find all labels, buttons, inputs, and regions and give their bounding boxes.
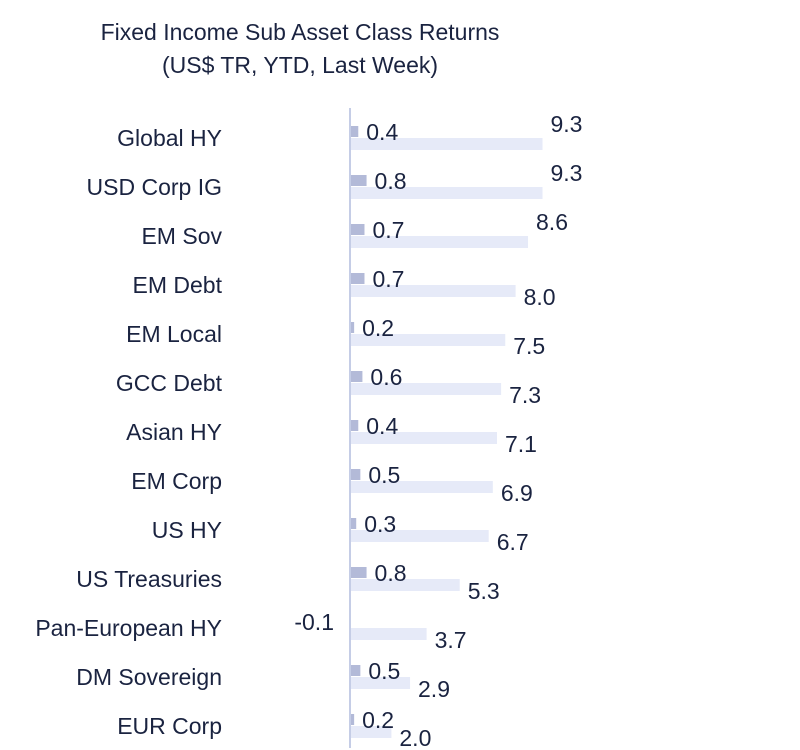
bar-ytd [350, 530, 489, 542]
bar-ytd [350, 677, 411, 689]
bar-last-week [350, 126, 359, 137]
category-label: EM Sov [141, 223, 222, 249]
value-label-ytd: 7.3 [509, 382, 541, 408]
value-label-last-week: 0.2 [362, 707, 394, 733]
value-label-last-week: 0.5 [368, 658, 400, 684]
value-label-ytd: 7.5 [513, 333, 545, 359]
value-label-ytd: 3.7 [435, 627, 467, 653]
value-label-last-week: -0.1 [294, 609, 334, 635]
bar-last-week [350, 322, 355, 333]
value-label-last-week: 0.8 [375, 560, 407, 586]
category-label: EM Local [126, 321, 222, 347]
bar-ytd [350, 579, 460, 591]
category-label: Asian HY [126, 419, 222, 445]
bar-last-week [350, 567, 367, 578]
bar-ytd [350, 187, 543, 199]
bar-ytd [350, 334, 506, 346]
category-label: USD Corp IG [87, 174, 222, 200]
value-label-ytd: 7.1 [505, 431, 537, 457]
bar-ytd [350, 285, 516, 297]
chart-subtitle: (US$ TR, YTD, Last Week) [161, 52, 439, 78]
value-label-last-week: 0.4 [366, 119, 398, 145]
value-label-last-week: 0.8 [375, 168, 407, 194]
bar-last-week [350, 224, 365, 235]
bar-ytd [350, 432, 497, 444]
bar-last-week [350, 665, 361, 676]
bar-last-week [350, 469, 361, 480]
category-label: US Treasuries [76, 566, 222, 592]
bar-ytd [350, 383, 502, 395]
chart-title: Fixed Income Sub Asset Class Returns [100, 19, 500, 45]
bar-last-week [350, 175, 367, 186]
bar-last-week [350, 518, 357, 529]
bar-ytd [350, 138, 543, 150]
value-label-ytd: 2.0 [399, 725, 431, 750]
category-label: Global HY [117, 125, 222, 151]
value-label-ytd: 2.9 [418, 676, 450, 702]
value-label-ytd: 5.3 [468, 578, 500, 604]
value-label-last-week: 0.6 [370, 364, 402, 390]
category-label: EM Debt [133, 272, 223, 298]
bar-ytd [350, 481, 493, 493]
value-label-last-week: 0.7 [372, 266, 404, 292]
value-label-last-week: 0.4 [366, 413, 398, 439]
category-label: DM Sovereign [76, 664, 222, 690]
bar-ytd [350, 726, 392, 738]
bar-ytd [350, 236, 529, 248]
bar-last-week [350, 371, 363, 382]
bar-last-week [350, 273, 365, 284]
category-label: US HY [152, 517, 222, 543]
category-label: GCC Debt [116, 370, 223, 396]
value-label-ytd: 6.7 [497, 529, 529, 555]
bar-last-week [350, 420, 359, 431]
bar-ytd [350, 628, 427, 640]
category-label: EUR Corp [117, 713, 222, 739]
category-label: Pan-European HY [35, 615, 222, 641]
value-label-ytd: 8.6 [536, 209, 568, 235]
value-label-last-week: 0.2 [362, 315, 394, 341]
value-label-ytd: 6.9 [501, 480, 533, 506]
value-label-last-week: 0.5 [368, 462, 400, 488]
value-label-ytd: 9.3 [551, 111, 583, 137]
value-label-ytd: 9.3 [551, 160, 583, 186]
chart-title-block: Fixed Income Sub Asset Class Returns (US… [0, 16, 600, 82]
value-label-ytd: 8.0 [524, 284, 556, 310]
value-label-last-week: 0.7 [372, 217, 404, 243]
category-label: EM Corp [131, 468, 222, 494]
value-label-last-week: 0.3 [364, 511, 396, 537]
bar-last-week [350, 714, 355, 725]
